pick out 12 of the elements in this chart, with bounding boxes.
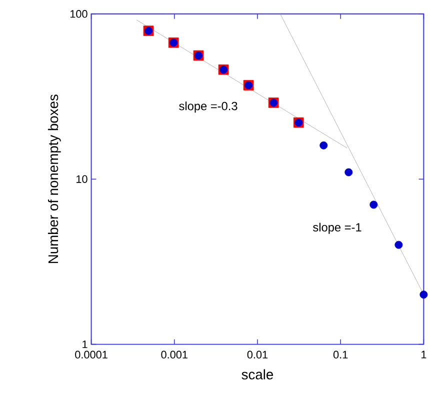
x-axis-title: scale	[242, 369, 274, 380]
annotation: slope =-0.3	[179, 102, 238, 113]
x-tick-label: 0.1	[333, 350, 348, 359]
x-tick-label: 0.001	[161, 350, 188, 359]
y-tick-label: 10	[76, 175, 88, 184]
x-tick-label: 1	[421, 350, 426, 358]
y-tick-label: 100	[70, 10, 88, 18]
x-tick-label: 0.0001	[75, 350, 108, 359]
annotation: slope =-1	[313, 222, 362, 234]
x-tick-label: 0.01	[247, 350, 268, 359]
y-axis-title: Number of nonempty boxes	[48, 94, 61, 264]
y-tick-label: 1	[82, 340, 88, 348]
